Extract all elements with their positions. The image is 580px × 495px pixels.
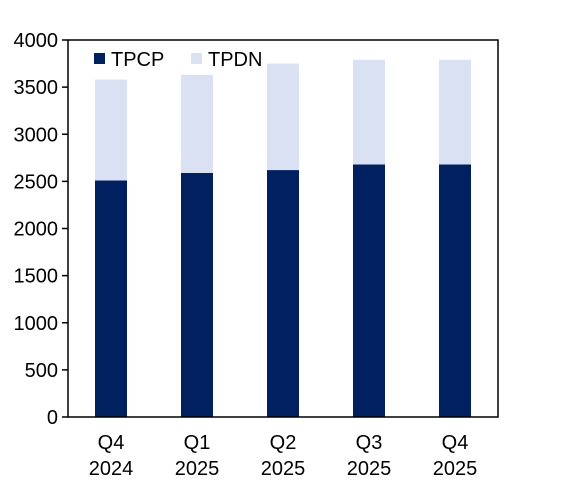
legend-swatch-tpdn — [191, 53, 202, 64]
bars-layer — [95, 59, 471, 417]
bar-tpdn-4 — [439, 59, 471, 165]
bar-tpcp-1 — [181, 172, 213, 417]
bar-tpcp-0 — [95, 180, 127, 417]
legend-label-tpcp: TPCP — [111, 49, 164, 71]
y-tick-label-6: 3000 — [14, 124, 59, 146]
y-tick-label-8: 4000 — [14, 30, 59, 52]
x-tick-label-0: Q4 2024 — [89, 432, 134, 480]
x-axis: Q4 2024 Q1 2025 Q2 2025 Q3 2025 Q4 2025 — [89, 432, 478, 480]
y-tick-label-5: 2500 — [14, 171, 59, 193]
y-axis: 0 500 1000 1500 2000 2500 3000 3500 4000 — [14, 30, 68, 429]
x-tick-label-4: Q4 2025 — [433, 432, 478, 480]
bar-tpcp-2 — [267, 170, 299, 417]
y-tick-label-2: 1000 — [14, 313, 59, 335]
bar-tpcp-3 — [353, 164, 385, 417]
bar-tpcp-4 — [439, 164, 471, 417]
x-tick-label-3: Q3 2025 — [347, 432, 392, 480]
bar-tpdn-2 — [267, 63, 299, 171]
y-tick-label-7: 3500 — [14, 77, 59, 99]
bar-tpdn-0 — [95, 79, 127, 181]
x-tick-label-1: Q1 2025 — [175, 432, 220, 480]
y-tick-label-1: 500 — [25, 360, 58, 382]
legend-label-tpdn: TPDN — [208, 49, 262, 71]
legend-swatch-tpcp — [94, 53, 105, 64]
legend: TPCP TPDN — [94, 49, 262, 71]
bar-tpdn-3 — [353, 59, 385, 165]
x-tick-label-2: Q2 2025 — [261, 432, 306, 480]
y-tick-label-4: 2000 — [14, 219, 59, 241]
y-tick-label-0: 0 — [47, 407, 58, 429]
bar-tpdn-1 — [181, 74, 213, 173]
y-tick-label-3: 1500 — [14, 266, 59, 288]
plot-frame — [67, 39, 499, 418]
